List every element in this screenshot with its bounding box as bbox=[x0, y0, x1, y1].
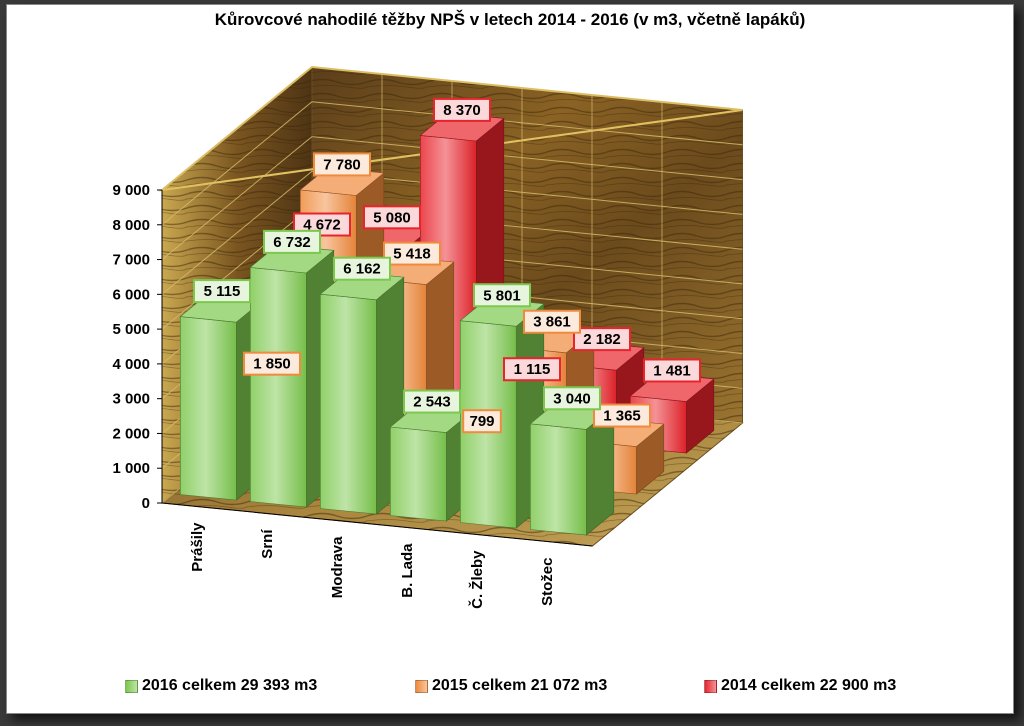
data-label: 1 850 bbox=[243, 351, 301, 376]
bar-front bbox=[319, 293, 377, 515]
legend-item: 2016 celkem 29 393 m3 bbox=[125, 677, 317, 695]
y-tick-label: 0 bbox=[142, 495, 150, 512]
legend-label: 2016 celkem 29 393 m3 bbox=[142, 677, 318, 694]
data-label-box bbox=[433, 97, 491, 122]
y-tick-label: 1 000 bbox=[112, 460, 150, 477]
data-label: 3 861 bbox=[523, 309, 581, 334]
data-label: 1 481 bbox=[643, 358, 701, 383]
legend-item: 2015 celkem 21 072 m3 bbox=[415, 677, 607, 695]
data-label: 6 162 bbox=[333, 256, 391, 281]
data-label-text: 5 801 bbox=[483, 287, 521, 304]
legend-swatch bbox=[125, 679, 138, 693]
data-label-box bbox=[333, 256, 391, 281]
x-axis: Prášily Srní Modrava B. Lada Č. Žleby Stožec bbox=[161, 502, 593, 609]
y-tick-label: 9 000 bbox=[112, 182, 150, 199]
data-label-text: 5 418 bbox=[393, 246, 431, 263]
data-label-box bbox=[313, 152, 371, 177]
data-label-text: 1 481 bbox=[653, 362, 691, 379]
data-label-text: 7 780 bbox=[323, 156, 361, 173]
y-tick-label: 4 000 bbox=[112, 356, 150, 373]
data-label: 6 732 bbox=[263, 229, 321, 254]
chart-svg: 0 1 000 2 000 3 000 4 000 5 000 6 000 7 000 8 00… bbox=[112, 65, 744, 609]
gridline bbox=[161, 66, 743, 191]
data-label: 3 040 bbox=[543, 386, 601, 411]
data-label: 5 418 bbox=[383, 241, 441, 266]
legend-swatch bbox=[704, 679, 717, 693]
data-label-box bbox=[383, 241, 441, 266]
data-label-text: 6 732 bbox=[273, 234, 311, 251]
data-label-text: 3 861 bbox=[533, 314, 571, 331]
y-tick-label: 8 000 bbox=[112, 217, 150, 234]
gridline bbox=[161, 170, 743, 295]
data-label-box bbox=[593, 403, 651, 428]
data-label: 2 543 bbox=[403, 389, 461, 414]
data-label-box bbox=[462, 409, 502, 434]
data-label: 7 780 bbox=[313, 152, 371, 177]
bar-front bbox=[529, 423, 587, 536]
data-label-text: 2 182 bbox=[583, 331, 621, 348]
data-label-box bbox=[243, 351, 301, 376]
bar-front bbox=[389, 426, 447, 522]
gridline bbox=[161, 136, 743, 260]
data-label: 5 801 bbox=[473, 283, 531, 308]
y-tick-label: 2 000 bbox=[112, 425, 150, 442]
x-tick-label: Srní bbox=[259, 529, 276, 559]
x-axis-line bbox=[161, 502, 593, 547]
data-label-box bbox=[363, 205, 421, 230]
data-label-text: 2 543 bbox=[413, 394, 451, 411]
legend: 2016 celkem 29 393 m3 2015 celkem 21 072 … bbox=[7, 677, 1013, 701]
data-label-text: 5 115 bbox=[204, 283, 241, 300]
legend-item: 2014 celkem 22 900 m3 bbox=[704, 677, 896, 695]
data-label-box bbox=[573, 327, 631, 352]
data-label-text: 1 115 bbox=[514, 361, 551, 378]
data-label: 8 370 bbox=[433, 97, 491, 122]
data-label: 1 365 bbox=[593, 403, 651, 428]
data-label-text: 5 080 bbox=[373, 209, 411, 226]
x-tick-label: B. Lada bbox=[399, 543, 416, 598]
y-tick-label: 6 000 bbox=[112, 286, 150, 303]
data-label-text: 3 040 bbox=[553, 390, 591, 407]
gridline bbox=[161, 101, 743, 226]
legend-swatch bbox=[415, 679, 428, 693]
data-label-text: 4 672 bbox=[303, 217, 341, 234]
data-label-text: 6 162 bbox=[343, 261, 381, 278]
data-label-text: 8 370 bbox=[443, 102, 481, 119]
data-label-box bbox=[503, 357, 561, 382]
y-tick-label: 3 000 bbox=[112, 391, 150, 408]
data-label: 799 bbox=[462, 409, 502, 434]
data-label: 5 080 bbox=[363, 205, 421, 230]
data-label-box bbox=[643, 358, 701, 383]
legend-label: 2015 celkem 21 072 m3 bbox=[432, 677, 608, 694]
chart-frame: 0 1 000 2 000 3 000 4 000 5 000 6 000 7 000 8 00… bbox=[6, 4, 1014, 714]
data-label-text: 1 365 bbox=[603, 408, 641, 425]
data-label: 1 115 bbox=[503, 357, 561, 382]
x-tick-label: Modrava bbox=[329, 536, 346, 598]
x-tick-label: Stožec bbox=[539, 558, 556, 606]
data-label-box bbox=[543, 386, 601, 411]
data-label-box bbox=[403, 389, 461, 414]
data-label-box bbox=[193, 279, 251, 304]
y-tick-label: 5 000 bbox=[112, 321, 150, 338]
data-label-text: 1 850 bbox=[253, 356, 291, 373]
data-label-box bbox=[523, 309, 581, 334]
data-label-box bbox=[473, 283, 531, 308]
legend-label: 2014 celkem 22 900 m3 bbox=[721, 677, 897, 694]
chart-title: Kůrovcové nahodilé těžby NPŠ v letech 20… bbox=[214, 10, 806, 29]
y-tick-label: 7 000 bbox=[112, 252, 150, 269]
data-label: 2 182 bbox=[573, 327, 631, 352]
bar-front bbox=[180, 316, 237, 501]
data-label-box bbox=[263, 229, 321, 254]
data-label: 5 115 bbox=[193, 279, 251, 304]
x-tick-label: Č. Žleby bbox=[468, 550, 486, 609]
bar-front bbox=[250, 267, 307, 508]
data-label-text: 799 bbox=[469, 413, 494, 430]
bars-group: 4 672 5 080 8 370 1 115 2 182 1 481 1 850 7 780… bbox=[179, 97, 715, 536]
x-tick-label: Prášily bbox=[189, 522, 206, 572]
y-axis: 0 1 000 2 000 3 000 4 000 5 000 6 000 7 000 8 00… bbox=[112, 182, 163, 512]
